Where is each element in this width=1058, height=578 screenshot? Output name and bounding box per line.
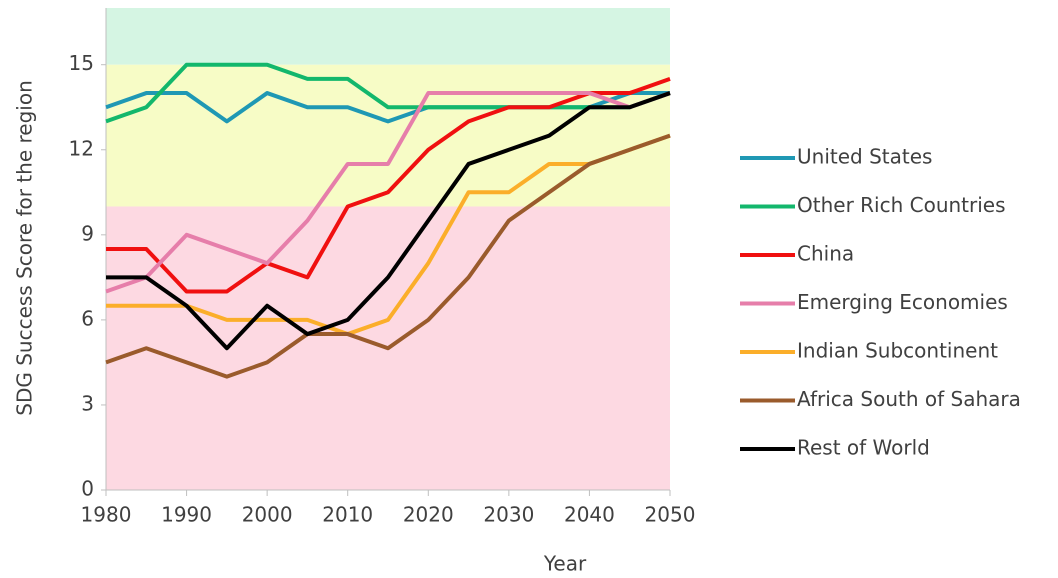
x-axis-label: Year — [543, 552, 587, 576]
series-line — [106, 91, 671, 351]
x-tick-label: 2020 — [403, 503, 454, 527]
x-tick-label: 2030 — [483, 503, 534, 527]
y-tick-label: 15 — [69, 51, 94, 75]
legend-label: United States — [797, 145, 932, 169]
y-tick-label: 12 — [69, 136, 94, 160]
y-tick-label: 0 — [81, 477, 94, 501]
y-tick-label: 9 — [81, 221, 94, 245]
x-tick-label: 2040 — [564, 503, 615, 527]
y-tick-label: 3 — [81, 391, 94, 415]
series-line — [106, 133, 671, 337]
series-line — [105, 133, 671, 379]
score-band — [106, 8, 670, 65]
series-line — [105, 62, 671, 124]
series-line — [105, 91, 671, 294]
score-band — [106, 64, 670, 207]
legend-label: Other Rich Countries — [797, 193, 1006, 217]
series-line — [106, 76, 671, 294]
legend-label: Emerging Economies — [797, 290, 1008, 314]
legend-label: China — [797, 242, 854, 266]
legend-label: Africa South of Sahara — [797, 387, 1021, 411]
x-tick-label: 1990 — [161, 503, 212, 527]
x-tick-label: 2050 — [645, 503, 696, 527]
y-axis-label: SDG Success Score for the region — [13, 80, 37, 415]
x-tick-label: 1980 — [81, 503, 132, 527]
y-tick-label: 6 — [81, 306, 94, 330]
legend-label: Rest of World — [797, 436, 930, 460]
legend-label: Indian Subcontinent — [797, 339, 998, 363]
x-tick-label: 2000 — [242, 503, 293, 527]
x-tick-label: 2010 — [322, 503, 373, 527]
